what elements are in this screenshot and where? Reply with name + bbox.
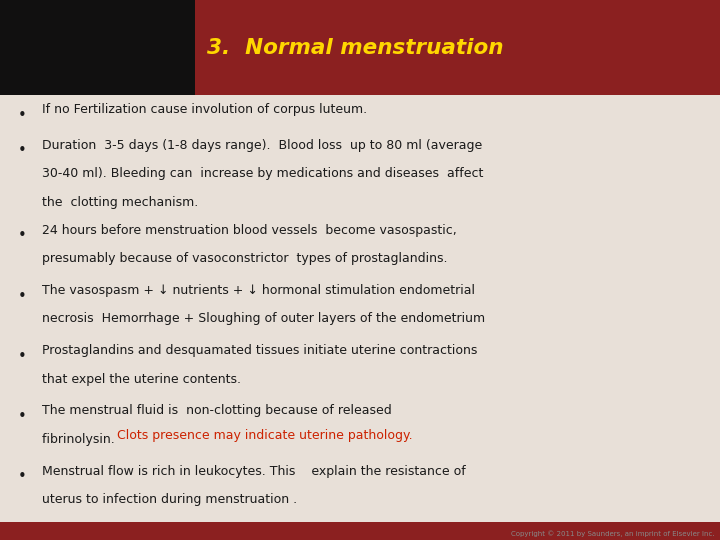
Text: Prostaglandins and desquamated tissues initiate uterine contractions
that expel : Prostaglandins and desquamated tissues i… bbox=[42, 344, 477, 386]
Text: •: • bbox=[18, 228, 27, 244]
Text: Copyright © 2011 by Saunders, an imprint of Elsevier Inc.: Copyright © 2011 by Saunders, an imprint… bbox=[511, 530, 715, 537]
Text: •: • bbox=[18, 108, 27, 123]
Text: •: • bbox=[18, 289, 27, 303]
Text: Duration  3-5 days (1-8 days range).  Blood loss  up to 80 ml (average
30-40 ml): Duration 3-5 days (1-8 days range). Bloo… bbox=[42, 139, 483, 208]
Text: •: • bbox=[18, 144, 27, 158]
Text: •: • bbox=[18, 469, 27, 484]
Text: The menstrual fluid is  non-clotting because of released
fibrinolysin.: The menstrual fluid is non-clotting beca… bbox=[42, 404, 392, 446]
Bar bbox=[0, 0, 195, 95]
Text: •: • bbox=[18, 349, 27, 364]
Text: 24 hours before menstruation blood vessels  become vasospastic,
presumably becau: 24 hours before menstruation blood vesse… bbox=[42, 224, 456, 265]
Text: Menstrual flow is rich in leukocytes. This    explain the resistance of
uterus t: Menstrual flow is rich in leukocytes. Th… bbox=[42, 464, 466, 506]
Text: 3.  Normal menstruation: 3. Normal menstruation bbox=[207, 37, 503, 57]
Text: •: • bbox=[18, 409, 27, 424]
Bar bbox=[0, 0, 720, 95]
Text: If no Fertilization cause involution of corpus luteum.: If no Fertilization cause involution of … bbox=[42, 103, 367, 116]
Bar bbox=[0, 522, 720, 540]
Text: Clots presence may indicate uterine pathology.: Clots presence may indicate uterine path… bbox=[117, 429, 413, 442]
Text: The vasospasm + ↓ nutrients + ↓ hormonal stimulation endometrial
necrosis  Hemor: The vasospasm + ↓ nutrients + ↓ hormonal… bbox=[42, 284, 485, 325]
